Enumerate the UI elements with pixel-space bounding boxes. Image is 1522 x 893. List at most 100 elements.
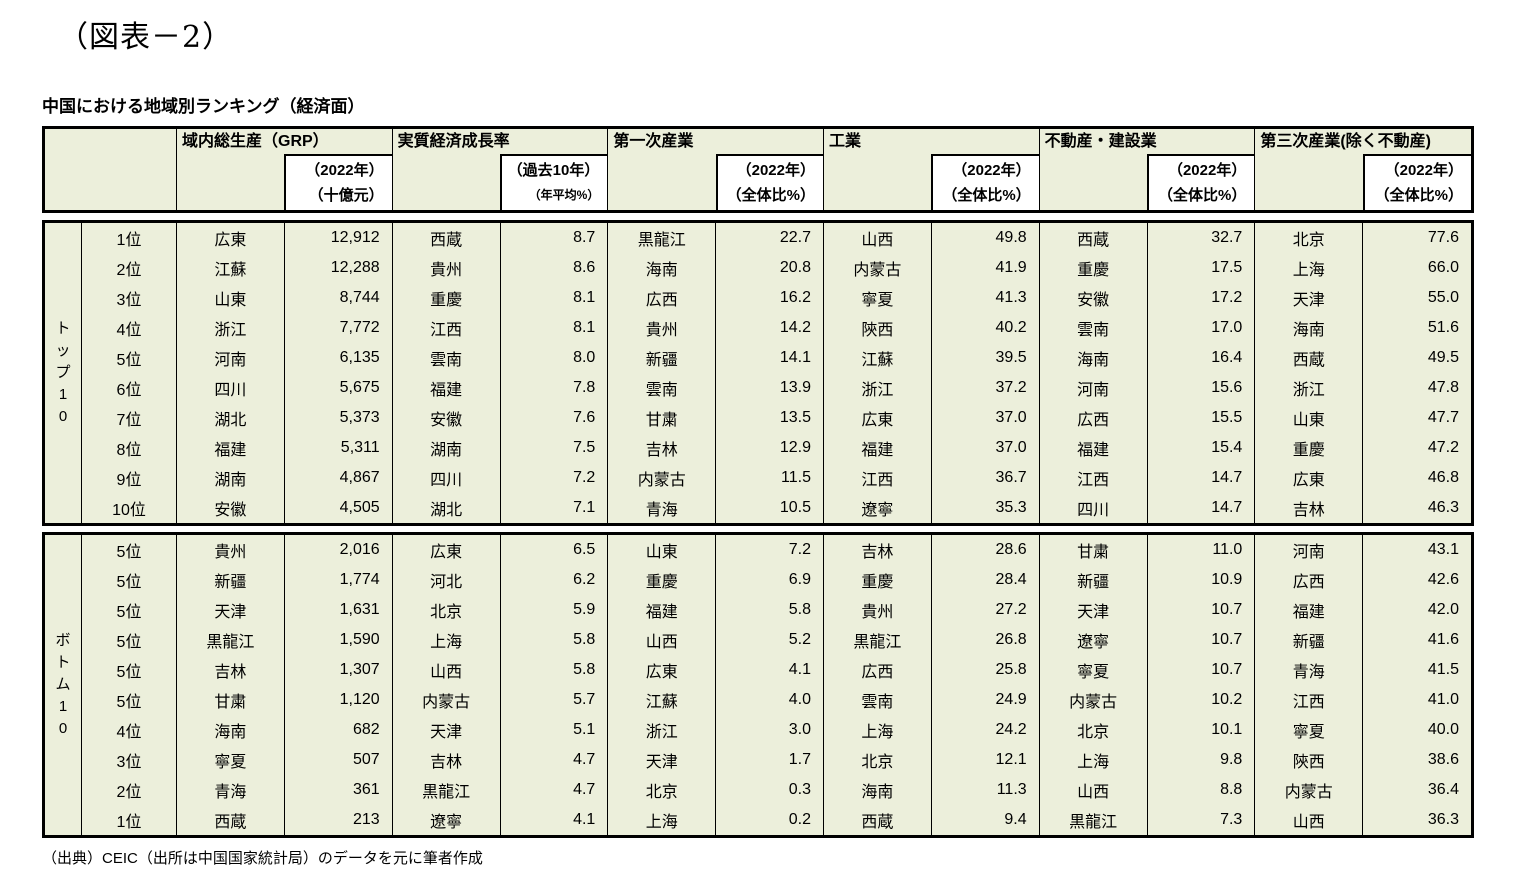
header-section-5: 不動産・建設業 （2022年） （全体比%）	[1040, 129, 1256, 210]
province-cell: 貴州	[608, 313, 717, 343]
value-cell: 43.1	[1427, 541, 1459, 558]
value-cell: 10.1	[1148, 715, 1256, 745]
value-cell: 26.8	[932, 625, 1040, 655]
province-cell: 内蒙古	[608, 463, 717, 493]
province-cell: 遼寧	[393, 805, 501, 835]
value-cell: 7,772	[285, 313, 393, 343]
province-cell: 山西	[608, 625, 717, 655]
value-cell: 12.9	[716, 433, 824, 463]
province-cell: 山東	[1255, 403, 1364, 433]
group-label-char: 0	[58, 720, 68, 737]
value-cell: 682	[285, 715, 393, 745]
value-cell: 27.2	[932, 595, 1040, 625]
value-cell: 41.6	[1427, 631, 1459, 648]
value-cell: 22.7	[716, 223, 824, 253]
header-corner-cell	[45, 129, 177, 210]
value-cell: 40.0	[1427, 721, 1459, 738]
province-cell: 北京	[393, 595, 501, 625]
value-cell: 46.3	[1427, 499, 1459, 516]
value-cell: 11.3	[932, 775, 1040, 805]
rank-cell: 1位	[82, 805, 177, 835]
province-cell: 海南	[824, 775, 932, 805]
province-cell: 湖北	[393, 493, 501, 523]
province-cell: 吉林	[177, 655, 285, 685]
province-cell: 山西	[393, 655, 501, 685]
table-header: 域内総生産（GRP） （2022年） （十億元） 実質経済成長率 （過去10年） （年平均…	[42, 126, 1474, 213]
table-body: トップ 1 0 1位 広東 12,912 西蔵 8.7 黒龍江 22.7 山西 49.8 西蔵 32.7 北…	[42, 220, 1474, 838]
value-cell: 9.8	[1148, 745, 1256, 775]
value-cell: 20.8	[716, 253, 824, 283]
province-cell: 福建	[393, 373, 501, 403]
subheader-year-label: （2022年）	[952, 162, 1031, 179]
province-cell: 青海	[1255, 655, 1364, 685]
group-label-bottom10: ボトム 1 0	[45, 535, 82, 835]
value-cell: 7.1	[501, 493, 609, 523]
value-cell: 36.4	[1427, 781, 1459, 798]
group-label-top10: トップ 1 0	[45, 223, 82, 523]
section-title: 実質経済成長率	[397, 133, 510, 150]
value-cell: 41.9	[932, 253, 1040, 283]
province-cell: 寧夏	[1040, 655, 1148, 685]
subheader-unit-label: （全体比%）	[942, 187, 1031, 204]
value-cell: 4.1	[501, 805, 609, 835]
province-cell: 甘粛	[608, 403, 717, 433]
province-cell: 内蒙古	[393, 685, 501, 715]
value-cell: 77.6	[1427, 229, 1459, 246]
province-cell: 四川	[177, 373, 285, 403]
value-cell: 17.2	[1148, 283, 1256, 313]
province-cell: 山東	[177, 283, 285, 313]
value-cell: 4.0	[716, 685, 824, 715]
value-cell: 5.9	[501, 595, 609, 625]
section-subheader: （2022年） （全体比%）	[715, 154, 823, 210]
value-cell: 46.8	[1427, 469, 1459, 486]
value-cell: 10.2	[1148, 685, 1256, 715]
province-cell: 重慶	[608, 565, 717, 595]
province-cell: 浙江	[824, 373, 932, 403]
value-cell: 38.6	[1427, 751, 1459, 768]
value-cell: 9.4	[932, 805, 1040, 835]
province-cell: 安徽	[393, 403, 501, 433]
province-cell: 広東	[1255, 463, 1364, 493]
value-cell: 14.7	[1148, 493, 1256, 523]
value-cell: 8.1	[501, 283, 609, 313]
value-cell: 14.1	[716, 343, 824, 373]
subheader-unit-label: （全体比%）	[1374, 187, 1463, 204]
value-cell: 5.7	[501, 685, 609, 715]
value-cell: 8,744	[285, 283, 393, 313]
province-cell: 湖南	[177, 463, 285, 493]
value-cell: 8.7	[501, 223, 609, 253]
province-cell: 江蘇	[824, 343, 932, 373]
value-cell: 28.4	[932, 565, 1040, 595]
group-label-char: ッ	[55, 342, 71, 359]
province-cell: 遼寧	[1040, 625, 1148, 655]
province-cell: 北京	[1040, 715, 1148, 745]
province-cell: 吉林	[1255, 493, 1364, 523]
value-cell: 12,288	[285, 253, 393, 283]
province-cell: 河南	[1040, 373, 1148, 403]
value-cell: 37.0	[932, 403, 1040, 433]
province-cell: 福建	[1040, 433, 1148, 463]
province-cell: 上海	[1255, 253, 1364, 283]
value-cell: 4,505	[285, 493, 393, 523]
figure-label: （図表－2）	[58, 20, 234, 55]
subheader-year-label: （2022年）	[736, 162, 815, 179]
value-cell: 8.6	[501, 253, 609, 283]
value-cell: 10.9	[1148, 565, 1256, 595]
rank-cell: 3位	[82, 745, 177, 775]
value-cell: 5.2	[716, 625, 824, 655]
province-cell: 雲南	[1040, 313, 1148, 343]
value-cell: 13.5	[716, 403, 824, 433]
subheader-unit-label: （全体比%）	[1157, 187, 1247, 204]
value-cell: 42.0	[1427, 601, 1459, 618]
province-cell: 広東	[393, 535, 501, 565]
province-cell: 青海	[608, 493, 717, 523]
rank-cell: 5位	[82, 565, 177, 595]
value-cell: 4,867	[285, 463, 393, 493]
value-cell: 7.8	[501, 373, 609, 403]
province-cell: 吉林	[824, 535, 932, 565]
section-subheader: （2022年） （十億元）	[284, 154, 392, 210]
value-cell: 15.5	[1148, 403, 1256, 433]
value-cell: 0.3	[716, 775, 824, 805]
value-cell: 42.6	[1427, 571, 1459, 588]
